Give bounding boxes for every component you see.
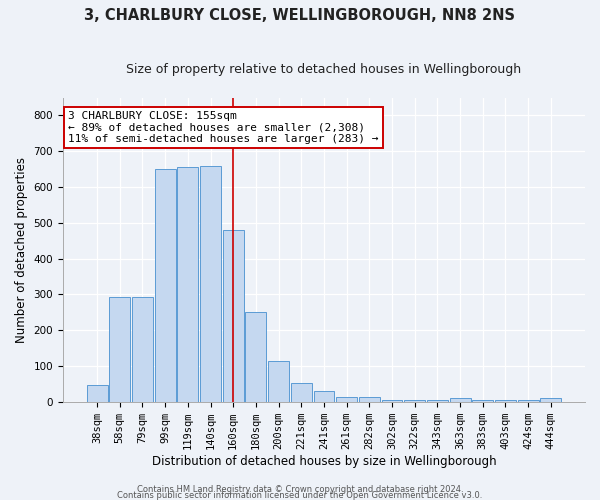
Bar — [541, 398, 561, 402]
Bar — [223, 230, 244, 402]
Bar — [427, 400, 448, 402]
Bar — [291, 383, 311, 402]
Text: 3, CHARLBURY CLOSE, WELLINGBOROUGH, NN8 2NS: 3, CHARLBURY CLOSE, WELLINGBOROUGH, NN8 … — [85, 8, 515, 22]
Bar — [336, 396, 357, 402]
Bar — [382, 400, 403, 402]
Bar — [178, 168, 198, 402]
Text: Contains HM Land Registry data © Crown copyright and database right 2024.: Contains HM Land Registry data © Crown c… — [137, 484, 463, 494]
Bar — [245, 312, 266, 402]
Bar — [109, 297, 130, 402]
Bar — [472, 400, 493, 402]
X-axis label: Distribution of detached houses by size in Wellingborough: Distribution of detached houses by size … — [152, 454, 496, 468]
Y-axis label: Number of detached properties: Number of detached properties — [15, 156, 28, 342]
Bar — [359, 397, 380, 402]
Bar — [86, 384, 107, 402]
Bar — [404, 400, 425, 402]
Text: 3 CHARLBURY CLOSE: 155sqm
← 89% of detached houses are smaller (2,308)
11% of se: 3 CHARLBURY CLOSE: 155sqm ← 89% of detac… — [68, 111, 379, 144]
Bar — [132, 297, 153, 402]
Bar — [449, 398, 470, 402]
Bar — [495, 400, 516, 402]
Bar — [268, 362, 289, 402]
Title: Size of property relative to detached houses in Wellingborough: Size of property relative to detached ho… — [127, 62, 521, 76]
Bar — [200, 166, 221, 402]
Text: Contains public sector information licensed under the Open Government Licence v3: Contains public sector information licen… — [118, 490, 482, 500]
Bar — [314, 392, 334, 402]
Bar — [518, 400, 539, 402]
Bar — [155, 169, 176, 402]
